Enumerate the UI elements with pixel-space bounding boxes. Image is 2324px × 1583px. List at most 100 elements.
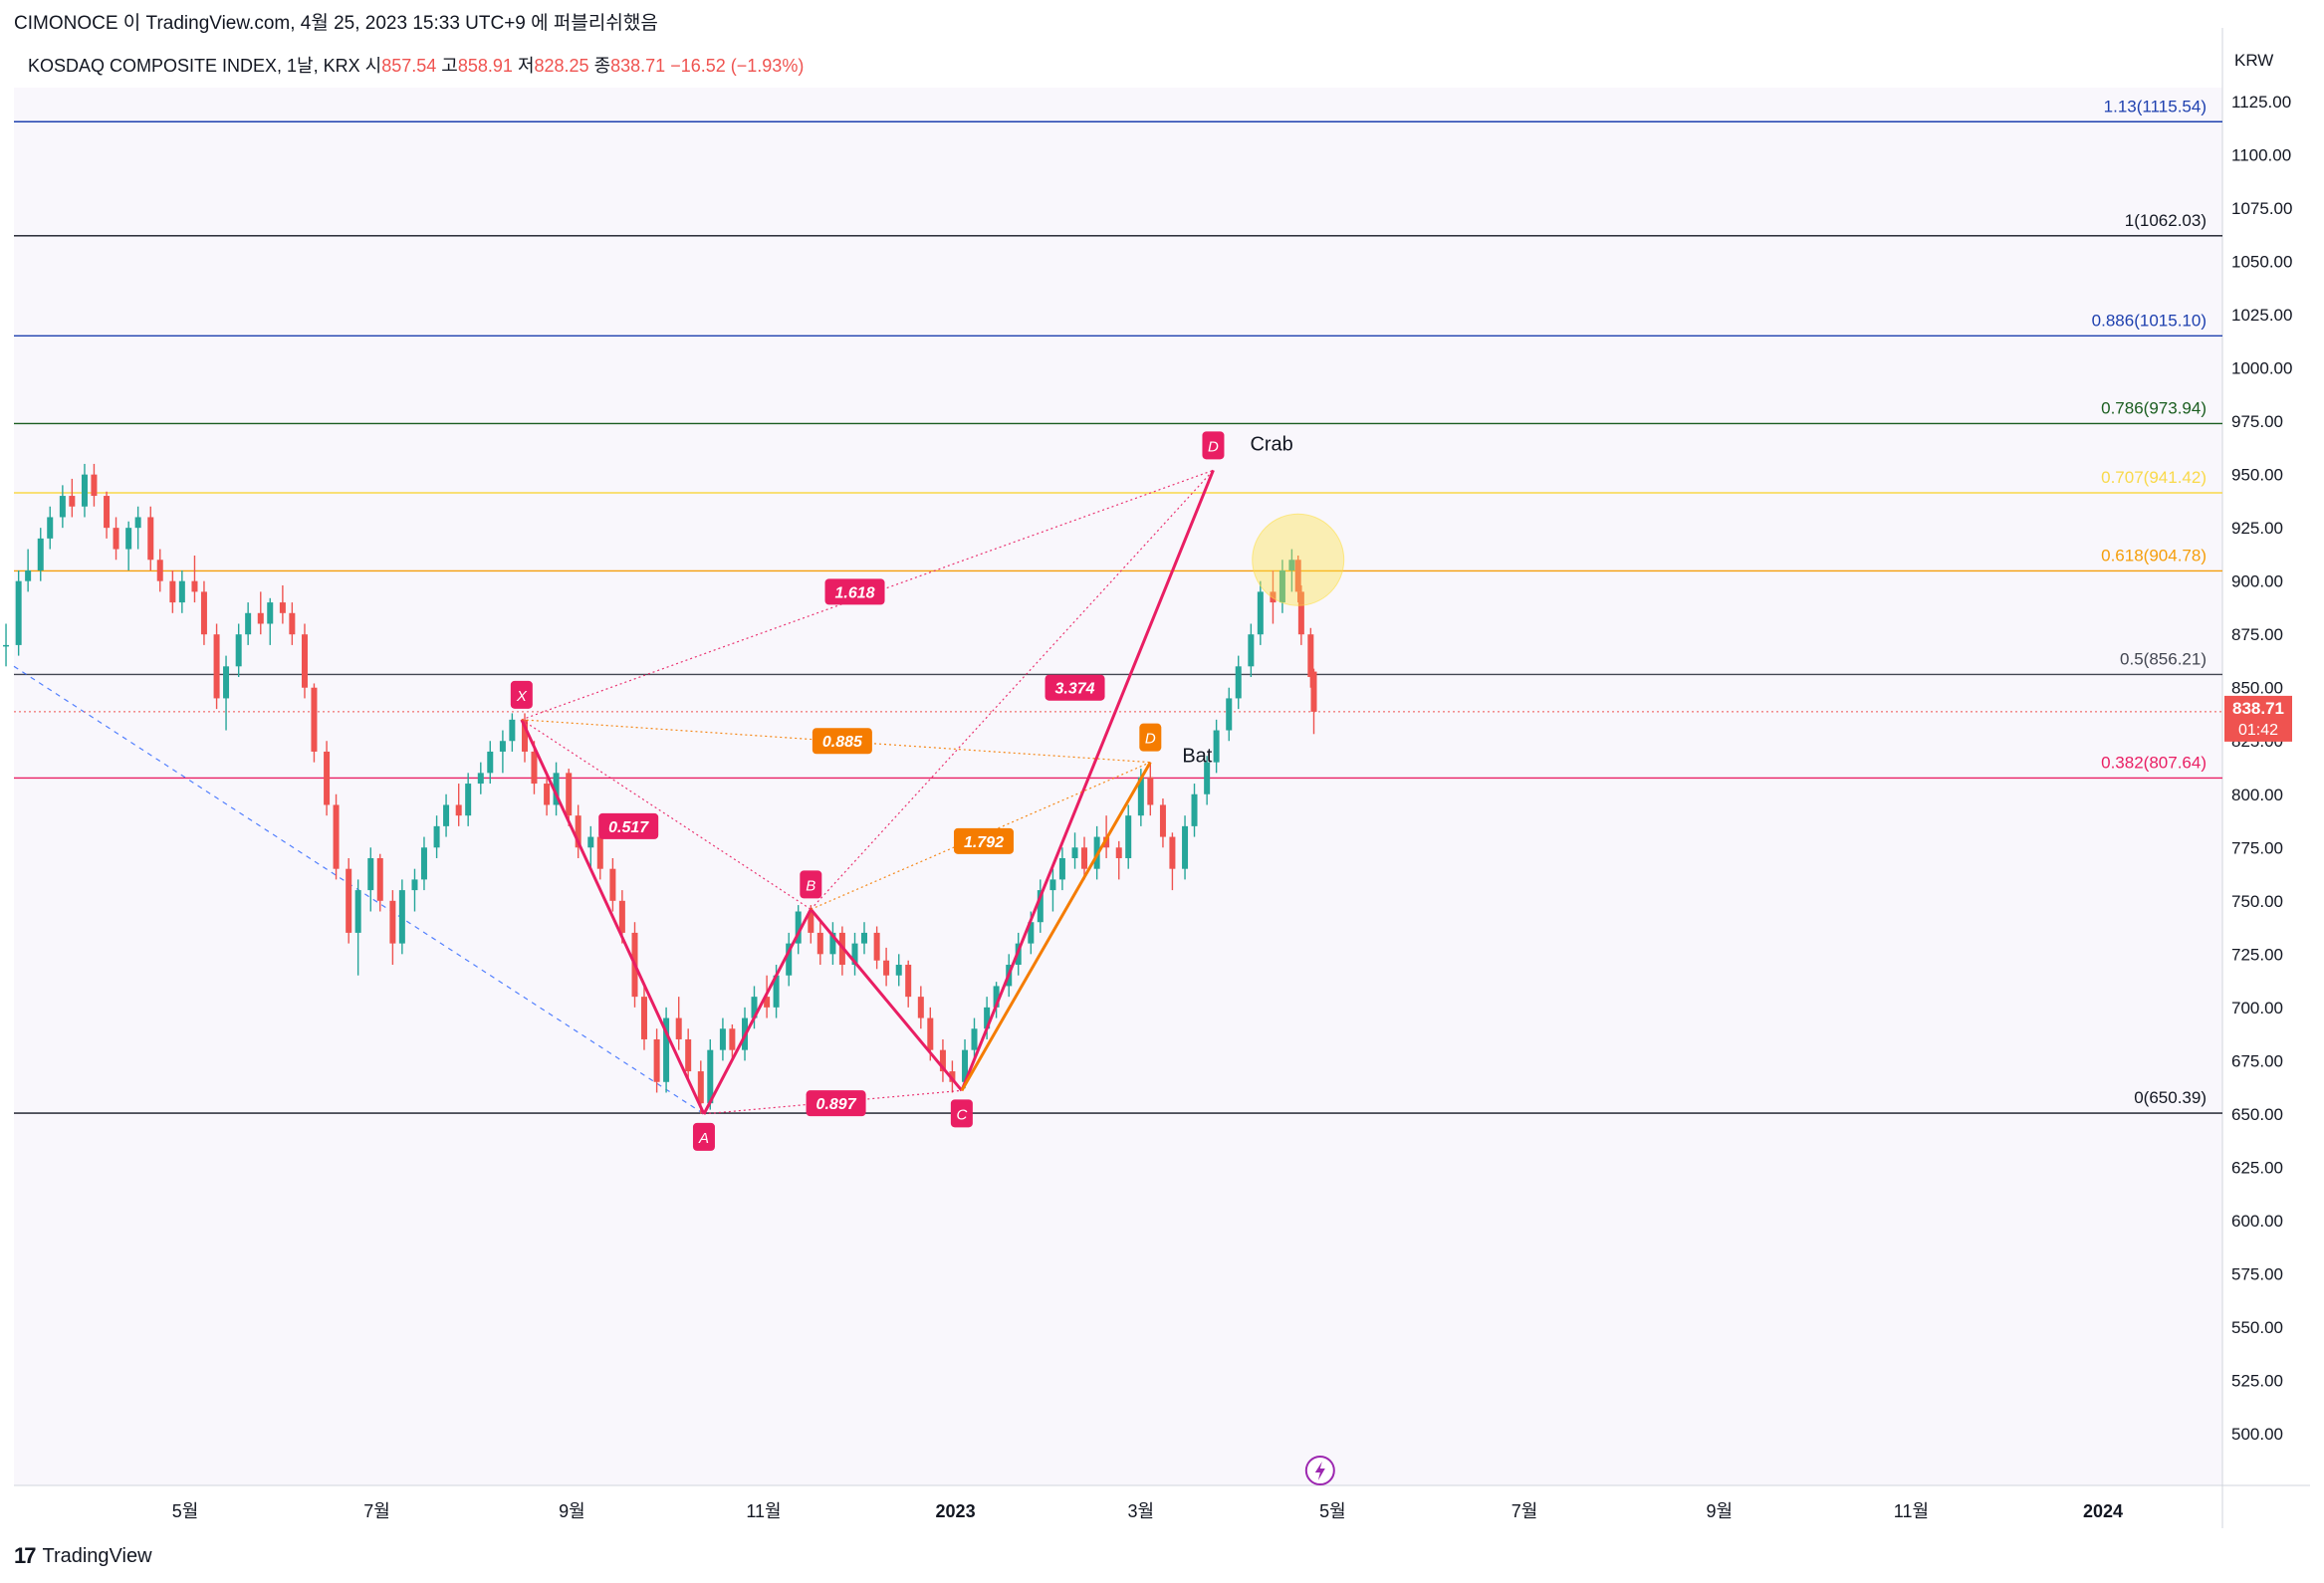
y-tick-label: 575.00: [2231, 1264, 2283, 1283]
candle-body: [1297, 591, 1304, 635]
crab-point-d-label: D: [1208, 438, 1219, 455]
candle-body: [169, 580, 176, 603]
crab-point-x-label: X: [516, 688, 528, 705]
candle-body: [1115, 847, 1122, 858]
open-label: 시: [364, 56, 382, 76]
currency-label: KRW: [2234, 51, 2273, 70]
candle-body: [883, 960, 890, 976]
candle-body: [1028, 922, 1035, 944]
candle-body: [553, 773, 560, 805]
candle-body: [1191, 793, 1198, 826]
ratio-label-box: [812, 728, 872, 755]
candle-body: [1213, 730, 1220, 763]
candle-body: [47, 517, 54, 539]
candle-body: [751, 997, 758, 1018]
candle-body: [873, 932, 880, 961]
candle-body: [235, 634, 242, 667]
y-tick-label: 950.00: [2231, 466, 2283, 485]
y-tick-label: 1075.00: [2231, 199, 2292, 218]
candle-body: [433, 825, 440, 848]
crab-xd-line: [521, 469, 1214, 721]
candle-body: [1058, 857, 1065, 880]
ratio-label: 1.792: [964, 834, 1004, 851]
candle-body: [587, 836, 594, 848]
crab-point-b-label: B: [806, 877, 815, 894]
x-tick-label: 7월: [1511, 1501, 1538, 1521]
high-value: 858.91: [457, 56, 513, 76]
x-tick-label: 11월: [1894, 1501, 1929, 1521]
y-tick-label: 975.00: [2231, 412, 2283, 431]
crab-point-x-marker: [510, 680, 533, 709]
x-tick-label: 2024: [2083, 1501, 2123, 1521]
candle-body: [1204, 762, 1211, 794]
candle-body: [398, 890, 405, 944]
fib-level-label: 0.886(1015.10): [2092, 311, 2207, 330]
y-tick-label: 850.00: [2231, 679, 2283, 698]
candle-body: [596, 836, 603, 869]
candle-body: [81, 474, 88, 507]
ratio-label-box: [953, 827, 1014, 854]
y-tick-label: 1100.00: [2231, 146, 2291, 165]
crab-point-b-marker: [800, 870, 822, 899]
y-tick-label: 625.00: [2231, 1158, 2283, 1177]
crab-pattern-name: Crab: [1250, 433, 1292, 455]
candle-body: [851, 943, 858, 966]
ratio-label-box: [598, 812, 659, 839]
candle-body: [1270, 591, 1277, 603]
tradingview-logo-icon: 17: [14, 1543, 37, 1568]
symbol-name[interactable]: KOSDAQ COMPOSITE INDEX, 1날, KRX: [28, 56, 360, 76]
ratio-label-box: [1045, 674, 1105, 701]
candle-body: [134, 517, 141, 529]
crab-leg: [810, 908, 964, 1092]
bat-point-d-marker: [1139, 723, 1162, 752]
ratio-label: 3.374: [1055, 681, 1095, 698]
candle-body: [575, 815, 581, 848]
candle-body: [1278, 569, 1285, 603]
candle-body: [257, 612, 264, 624]
candle-body: [697, 1071, 704, 1104]
fib-level-label: 0.618(904.78): [2101, 546, 2207, 565]
candle-body: [1307, 634, 1314, 678]
candle-body: [1235, 666, 1242, 699]
candle-body: [531, 751, 538, 785]
bat-point-d-label: D: [1145, 731, 1156, 748]
candle-body: [333, 804, 340, 869]
candle-body: [829, 932, 836, 955]
last-price-value: 838.71: [2232, 699, 2284, 718]
candle-body: [808, 911, 814, 933]
ratio-label-box: [806, 1090, 866, 1117]
candle-body: [707, 1049, 714, 1104]
candle-body: [69, 496, 76, 507]
candle-body: [1081, 847, 1088, 869]
candle-body: [795, 911, 802, 944]
candle-body: [223, 666, 230, 699]
fib-level-label: 0.382(807.64): [2101, 753, 2207, 772]
candle-body: [764, 997, 771, 1008]
crab-leg: [520, 719, 706, 1115]
candle-body: [346, 868, 352, 933]
crab-point-a-label: A: [698, 1130, 709, 1147]
candle-body: [301, 634, 308, 688]
y-tick-label: 1025.00: [2231, 306, 2292, 325]
x-tick-label: 9월: [1707, 1501, 1734, 1521]
candle-body: [1037, 890, 1044, 923]
publish-info: CIMONOCE 이 TradingView.com, 4월 25, 2023 …: [14, 13, 658, 34]
candle-body: [917, 997, 924, 1018]
candle-body: [786, 943, 793, 976]
candle-body: [816, 932, 823, 955]
y-tick-label: 500.00: [2231, 1425, 2283, 1444]
crab-point-c-label: C: [956, 1106, 967, 1123]
x-tick-label: 11월: [746, 1501, 781, 1521]
x-tick-label: 2023: [936, 1501, 976, 1521]
candle-body: [465, 784, 472, 816]
candle-body: [895, 965, 902, 976]
candle-body: [191, 580, 198, 592]
candle-body: [939, 1049, 946, 1072]
ratio-label: 1.618: [834, 584, 874, 601]
candle-body: [773, 975, 780, 1008]
candle-body: [685, 1038, 692, 1072]
candle-body: [267, 602, 274, 624]
fib-level-label: 0(650.39): [2134, 1088, 2207, 1107]
candle-body: [289, 612, 296, 635]
